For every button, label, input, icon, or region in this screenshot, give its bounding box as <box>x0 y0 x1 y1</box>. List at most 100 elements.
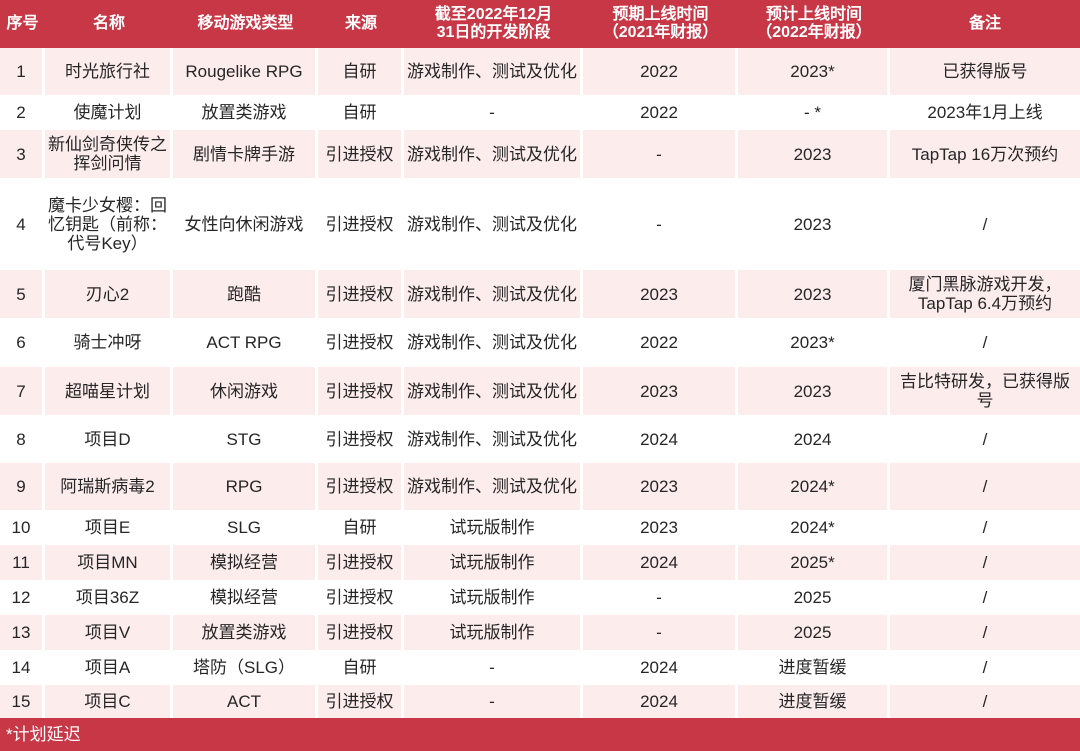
cell-col-name: 阿瑞斯病毒2 <box>45 463 173 510</box>
footnote-bar: *计划延迟 <box>0 718 1080 751</box>
cell-col-genre: SLG <box>173 510 318 545</box>
cell-col-genre: 放置类游戏 <box>173 95 318 130</box>
cell-col-dev-stage: 试玩版制作 <box>404 545 583 580</box>
cell-col-expected-2022: 2023 <box>738 367 890 415</box>
cell-col-remarks: 吉比特研发，已获得版号 <box>890 367 1080 415</box>
cell-col-expected-2021: - <box>583 178 738 270</box>
cell-col-name: 项目D <box>45 415 173 463</box>
cell-col-expected-2022: 2023* <box>738 48 890 95</box>
cell-col-index: 7 <box>0 367 45 415</box>
cell-col-dev-stage: 游戏制作、测试及优化 <box>404 463 583 510</box>
cell-col-name: 项目E <box>45 510 173 545</box>
header-label: 名称 <box>92 15 125 32</box>
cell-col-dev-stage: 游戏制作、测试及优化 <box>404 415 583 463</box>
cell-col-source: 自研 <box>318 510 404 545</box>
cell-col-expected-2022: 2024* <box>738 463 890 510</box>
table-row: 12 项目36Z 模拟经营 引进授权 试玩版制作 -2025/ <box>0 580 1080 615</box>
cell-col-expected-2021: 2023 <box>583 463 738 510</box>
cell-col-expected-2022: - * <box>738 95 890 130</box>
header-col-dev-stage: 截至2022年12月 31日的开发阶段 <box>404 0 583 48</box>
cell-col-dev-stage: 试玩版制作 <box>404 615 583 650</box>
table-row: 15 项目C ACT 引进授权 -2024 进度暂缓 / <box>0 685 1080 718</box>
game-pipeline-table: 序号 名称 移动游戏类型 来源 截至2022年12月 31日的开发阶段 预期上线时间 （202… <box>0 0 1080 718</box>
cell-col-index: 1 <box>0 48 45 95</box>
cell-col-index: 6 <box>0 318 45 367</box>
cell-col-remarks: / <box>890 580 1080 615</box>
table-row: 13 项目V 放置类游戏 引进授权 试玩版制作 -2025/ <box>0 615 1080 650</box>
header-col-name: 名称 <box>45 0 173 48</box>
cell-col-expected-2022: 进度暂缓 <box>738 650 890 685</box>
cell-col-name: 使魔计划 <box>45 95 173 130</box>
cell-col-expected-2021: 2024 <box>583 650 738 685</box>
cell-col-name: 新仙剑奇侠传之挥剑问情 <box>45 130 173 178</box>
cell-col-expected-2021: 2024 <box>583 415 738 463</box>
cell-col-source: 引进授权 <box>318 415 404 463</box>
cell-col-remarks: / <box>890 650 1080 685</box>
cell-col-expected-2021: 2022 <box>583 318 738 367</box>
cell-col-name: 魔卡少女樱：回忆钥匙（前称：代号Key） <box>45 178 173 270</box>
cell-col-index: 15 <box>0 685 45 718</box>
header-label: 序号 <box>6 15 39 32</box>
cell-col-remarks: 厦门黑脉游戏开发，TapTap 6.4万预约 <box>890 270 1080 318</box>
cell-col-source: 引进授权 <box>318 580 404 615</box>
header-label: 移动游戏类型 <box>197 15 294 32</box>
table-row: 5 刃心2 跑酷 引进授权 游戏制作、测试及优化 2023 2023 厦门黑脉游戏开发，Tap… <box>0 270 1080 318</box>
cell-col-index: 13 <box>0 615 45 650</box>
cell-col-source: 引进授权 <box>318 270 404 318</box>
cell-col-remarks: 已获得版号 <box>890 48 1080 95</box>
header-label: 备注 <box>968 15 1001 32</box>
cell-col-index: 4 <box>0 178 45 270</box>
table-row: 10 项目E SLG 自研 试玩版制作 2023 2024* / <box>0 510 1080 545</box>
cell-col-expected-2021: - <box>583 130 738 178</box>
cell-col-genre: STG <box>173 415 318 463</box>
cell-col-expected-2021: 2024 <box>583 685 738 718</box>
cell-col-genre: ACT RPG <box>173 318 318 367</box>
cell-col-dev-stage: - <box>404 650 583 685</box>
table-row: 1 时光旅行社 Rougelike RPG 自研 游戏制作、测试及优化 2022 2023*… <box>0 48 1080 95</box>
cell-col-expected-2021: 2022 <box>583 48 738 95</box>
cell-col-source: 引进授权 <box>318 463 404 510</box>
cell-col-remarks: / <box>890 685 1080 718</box>
table-row: 7 超喵星计划 休闲游戏 引进授权 游戏制作、测试及优化 2023 2023 吉比特研发，已获… <box>0 367 1080 415</box>
cell-col-expected-2022: 2023 <box>738 178 890 270</box>
cell-col-dev-stage: 游戏制作、测试及优化 <box>404 178 583 270</box>
cell-col-remarks: / <box>890 463 1080 510</box>
cell-col-expected-2021: 2023 <box>583 367 738 415</box>
cell-col-source: 自研 <box>318 95 404 130</box>
cell-col-genre: 跑酷 <box>173 270 318 318</box>
cell-col-remarks: / <box>890 545 1080 580</box>
cell-col-index: 14 <box>0 650 45 685</box>
cell-col-expected-2022: 进度暂缓 <box>738 685 890 718</box>
cell-col-genre: ACT <box>173 685 318 718</box>
cell-col-name: 项目MN <box>45 545 173 580</box>
cell-col-dev-stage: - <box>404 685 583 718</box>
cell-col-source: 引进授权 <box>318 615 404 650</box>
cell-col-source: 引进授权 <box>318 130 404 178</box>
header-col-expected-2022: 预计上线时间 （2022年财报） <box>738 0 890 48</box>
cell-col-expected-2022: 2025* <box>738 545 890 580</box>
cell-col-name: 项目A <box>45 650 173 685</box>
cell-col-source: 引进授权 <box>318 178 404 270</box>
cell-col-remarks: / <box>890 615 1080 650</box>
cell-col-source: 自研 <box>318 48 404 95</box>
header-col-source: 来源 <box>318 0 404 48</box>
cell-col-remarks: TapTap 16万次预约 <box>890 130 1080 178</box>
cell-col-dev-stage: 游戏制作、测试及优化 <box>404 318 583 367</box>
cell-col-index: 10 <box>0 510 45 545</box>
header-label: 31日的开发阶段 <box>436 24 551 41</box>
header-col-genre: 移动游戏类型 <box>173 0 318 48</box>
cell-col-source: 引进授权 <box>318 545 404 580</box>
cell-col-index: 12 <box>0 580 45 615</box>
cell-col-name: 刃心2 <box>45 270 173 318</box>
table-row: 9 阿瑞斯病毒2 RPG 引进授权 游戏制作、测试及优化 2023 2024* / <box>0 463 1080 510</box>
cell-col-genre: Rougelike RPG <box>173 48 318 95</box>
cell-col-name: 项目36Z <box>45 580 173 615</box>
cell-col-source: 引进授权 <box>318 367 404 415</box>
table-row: 2 使魔计划 放置类游戏 自研 -2022- * 2023年1月上线 <box>0 95 1080 130</box>
cell-col-name: 项目C <box>45 685 173 718</box>
cell-col-index: 5 <box>0 270 45 318</box>
cell-col-genre: 模拟经营 <box>173 580 318 615</box>
cell-col-expected-2021: - <box>583 580 738 615</box>
cell-col-genre: 塔防（SLG） <box>173 650 318 685</box>
cell-col-remarks: / <box>890 318 1080 367</box>
